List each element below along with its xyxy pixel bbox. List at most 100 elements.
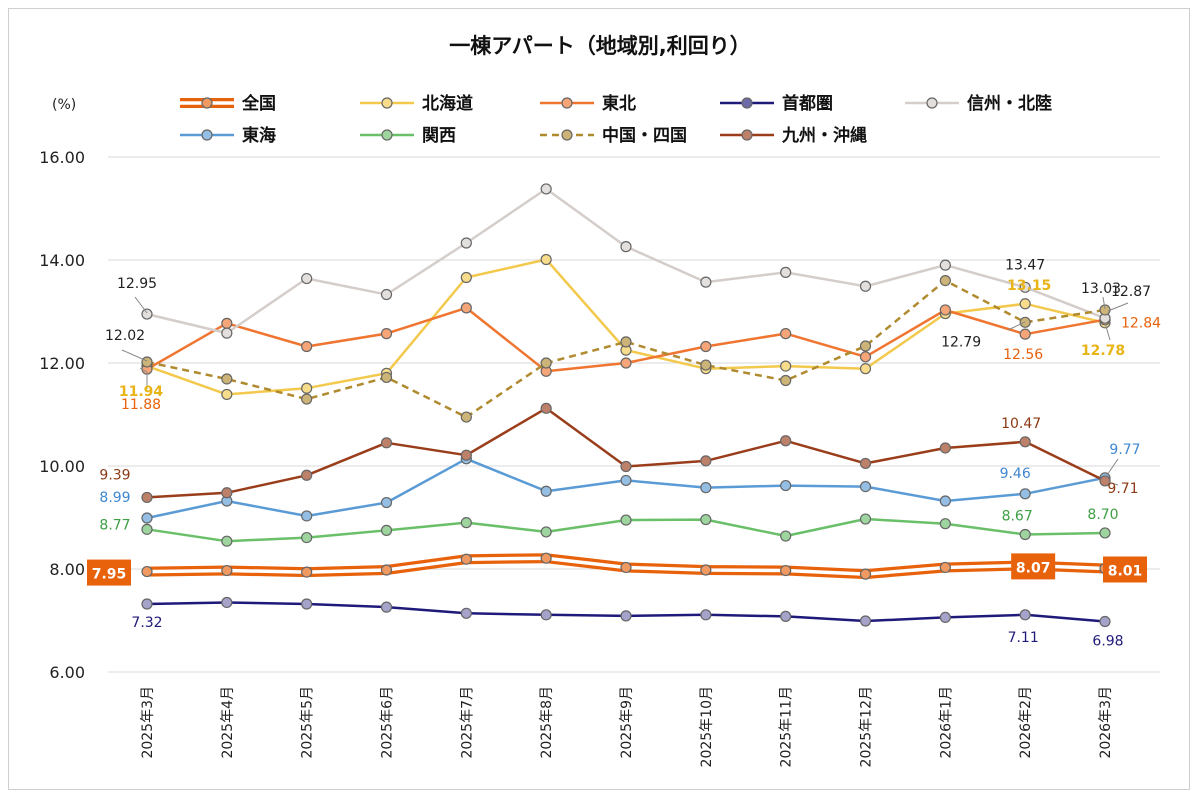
label-leader — [1102, 296, 1106, 310]
y-tick-label: 10.00 — [39, 457, 85, 476]
data-point — [380, 496, 393, 509]
data-label: 8.01 — [1108, 563, 1143, 579]
chart-title: 一棟アパート（地域別,利回り） — [449, 34, 751, 58]
data-point — [780, 266, 792, 278]
data-point — [620, 336, 632, 348]
legend-item: 中国・四国 — [540, 125, 687, 146]
data-point — [700, 609, 712, 621]
data-point — [620, 514, 632, 526]
data-label: 12.87 — [1111, 284, 1151, 300]
gridlines — [108, 156, 1160, 673]
data-point — [1019, 281, 1031, 293]
data-point — [939, 561, 951, 574]
data-label: 12.56 — [1003, 347, 1043, 363]
data-label-box — [87, 559, 131, 586]
data-point — [141, 308, 153, 320]
data-point — [540, 253, 552, 266]
legend-label: 中国・四国 — [602, 125, 687, 146]
data-point — [221, 388, 233, 401]
data-label: 12.95 — [117, 276, 157, 292]
x-tick-label: 2026年3月 — [1098, 686, 1114, 759]
legend-marker — [201, 129, 213, 141]
data-point — [380, 371, 393, 384]
legend-label: 東北 — [602, 93, 636, 114]
data-point — [460, 607, 472, 619]
data-point — [301, 393, 313, 405]
y-tick-label: 16.00 — [39, 148, 85, 167]
data-label: 11.94 — [119, 384, 164, 400]
data-point — [540, 552, 552, 564]
data-point — [780, 360, 792, 372]
data-point — [460, 449, 472, 461]
label-leader — [1107, 302, 1129, 312]
data-label: 9.39 — [99, 467, 130, 483]
data-point — [540, 609, 552, 621]
data-point — [221, 487, 233, 499]
legend-marker — [926, 97, 938, 109]
legend-marker — [561, 129, 573, 141]
data-point — [460, 553, 472, 565]
data-point — [1019, 316, 1031, 328]
data-point — [1019, 609, 1031, 621]
legend-item: 首都圏 — [720, 93, 833, 114]
legend-item: 信州・北陸 — [905, 93, 1052, 114]
data-label: 7.32 — [131, 615, 162, 631]
legend-marker — [561, 97, 573, 109]
x-tick-label: 2025年3月 — [140, 686, 156, 759]
data-label: 9.77 — [1109, 442, 1140, 458]
data-label: 8.67 — [1002, 508, 1033, 524]
data-point — [221, 327, 233, 339]
data-point — [380, 564, 393, 576]
data-point — [540, 526, 552, 538]
data-point — [1019, 328, 1031, 340]
data-point — [301, 531, 313, 544]
data-point — [780, 479, 792, 492]
data-label-box — [1011, 553, 1056, 580]
data-point — [141, 598, 153, 610]
data-point — [1019, 528, 1031, 541]
data-point — [859, 351, 872, 363]
data-point — [460, 271, 472, 284]
x-tick-label: 2025年9月 — [619, 686, 635, 759]
data-point — [1099, 527, 1111, 539]
legend-label: 関西 — [422, 126, 456, 146]
x-tick-label: 2026年1月 — [938, 686, 954, 759]
data-point — [301, 382, 313, 394]
data-point — [859, 615, 872, 627]
data-point — [859, 457, 872, 470]
x-tick-label: 2025年4月 — [220, 686, 236, 759]
data-point — [859, 280, 872, 292]
data-point — [859, 513, 872, 525]
data-point — [939, 495, 951, 507]
data-label-box — [1103, 556, 1147, 583]
data-point — [301, 598, 313, 610]
label-leader — [1104, 458, 1119, 479]
data-point — [221, 596, 233, 609]
legend-marker — [201, 97, 213, 109]
data-label: 7.95 — [92, 567, 127, 583]
data-point — [380, 524, 393, 536]
data-point — [700, 564, 712, 576]
data-point — [780, 530, 792, 542]
legend-item: 東海 — [180, 125, 276, 146]
x-tick-label: 2025年6月 — [380, 686, 396, 759]
data-point — [301, 340, 313, 353]
data-point — [221, 373, 233, 385]
data-point — [700, 359, 712, 371]
data-point — [141, 356, 153, 368]
data-label: 8.07 — [1016, 560, 1051, 576]
data-point — [460, 517, 472, 529]
data-point — [301, 566, 313, 578]
data-label: 8.70 — [1087, 507, 1118, 523]
data-point — [700, 513, 712, 526]
x-axis-ticks: 2025年3月 2025年4月 2025年5月 2025年6月 2025年7月 2025年… — [140, 686, 1114, 767]
x-tick-label: 2026年2月 — [1018, 686, 1034, 759]
data-labels: 7.95 8.07 8.01 11.94 13.15 12.78 11.88 12.56 12.… — [87, 257, 1161, 650]
data-point — [859, 568, 872, 580]
data-point — [700, 276, 712, 288]
y-tick-label: 12.00 — [39, 354, 85, 373]
data-label: 8.77 — [99, 517, 130, 533]
data-point — [780, 610, 792, 622]
data-label: 12.78 — [1081, 343, 1125, 359]
